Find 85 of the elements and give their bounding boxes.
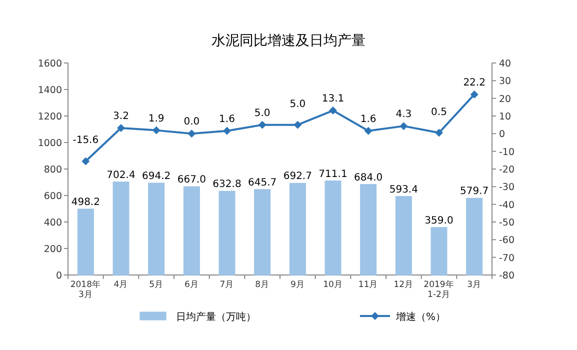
y2-tick-label: -80 (499, 270, 515, 282)
x-tick-label: 9月 (290, 280, 305, 290)
bar (360, 184, 377, 276)
y2-tick-label: 10 (499, 112, 512, 122)
bar (77, 208, 94, 276)
point (152, 126, 160, 134)
point (470, 90, 478, 98)
x-tick-label: 2018年 3月 (70, 279, 101, 300)
data-label: 632.8 (212, 179, 242, 190)
bar (324, 180, 342, 276)
point (364, 126, 372, 135)
x-tick-label: 8月 (255, 280, 270, 290)
x-tick-label: 3月 (467, 280, 482, 290)
x-tick-label: 11月 (358, 280, 378, 290)
data-label: 1.6 (360, 114, 376, 125)
chart-title: 水泥同比增速及日均产量 (212, 33, 366, 49)
y-tick-label: 0 (56, 270, 62, 282)
y2-tick-label: -50 (499, 218, 515, 228)
data-label: 579.7 (460, 186, 489, 198)
bar (395, 196, 412, 276)
y2-tick-label: 40 (499, 58, 512, 70)
bar (430, 227, 448, 276)
point (188, 130, 196, 138)
y-tick-label: 600 (44, 191, 62, 202)
data-label: 13.1 (322, 94, 344, 105)
x-tick-label: 12月 (394, 280, 414, 290)
y-tick-label: 400 (44, 218, 62, 228)
bar (254, 189, 271, 276)
y2-tick-label: -40 (499, 200, 515, 211)
point (82, 157, 90, 166)
data-label: 5.0 (254, 108, 270, 119)
bar (289, 182, 306, 276)
y2-tick-label: -70 (499, 252, 515, 264)
x-tick-label: 7月 (220, 280, 234, 290)
y2-tick-label: 30 (499, 76, 512, 88)
data-label: 0.0 (184, 116, 200, 128)
data-label: 498.2 (71, 196, 100, 208)
data-label: 702.4 (106, 170, 136, 181)
y-tick-label: 800 (44, 164, 62, 176)
bar (112, 182, 130, 276)
legend-label: 日均产量（万吨） (176, 311, 256, 323)
data-label: 1.6 (219, 114, 235, 125)
data-label: 0.5 (431, 106, 447, 118)
data-label: 694.2 (142, 171, 171, 182)
y2-tick-label: -60 (499, 235, 515, 246)
point (117, 124, 125, 132)
point (329, 106, 337, 115)
data-label: 4.3 (396, 109, 412, 120)
x-tick-label: 6月 (184, 280, 199, 290)
point (223, 126, 231, 135)
legend-label: 增速（%） (395, 311, 446, 323)
bar (148, 182, 165, 276)
point (294, 120, 302, 129)
point (258, 120, 266, 129)
point (435, 128, 443, 137)
y2-tick-label: 20 (499, 94, 512, 105)
bar (183, 186, 200, 276)
y-tick-label: 200 (44, 244, 62, 255)
x-tick-label: 2019年 1-2月 (424, 279, 454, 300)
y-tick-label: 1600 (38, 58, 62, 70)
bar (218, 190, 236, 276)
data-label: 3.2 (113, 111, 129, 122)
data-label: 645.7 (248, 177, 277, 188)
y2-tick-label: -30 (499, 182, 515, 194)
data-label: 1.9 (148, 113, 164, 124)
y2-tick-label: -10 (499, 146, 515, 158)
data-label: 22.2 (463, 77, 486, 88)
x-tick-label: 4月 (114, 280, 128, 290)
x-tick-label: 5月 (149, 280, 164, 290)
y2-tick-label: 0 (499, 129, 506, 140)
data-label: 5.0 (290, 98, 306, 110)
data-label: 711.1 (318, 168, 348, 180)
y2-tick-label: -20 (499, 164, 515, 176)
data-label: -15.6 (72, 135, 99, 146)
y-tick-label: 1400 (38, 85, 62, 96)
data-label: 593.4 (389, 184, 418, 196)
x-tick-label: 10月 (323, 280, 343, 290)
y-tick-label: 1000 (38, 138, 62, 149)
data-label: 667.0 (177, 174, 206, 186)
data-label: 692.7 (283, 171, 312, 182)
data-label: 684.0 (354, 172, 383, 184)
y-tick-label: 1200 (38, 112, 62, 122)
data-label: 359.0 (424, 215, 454, 226)
point (400, 122, 408, 130)
bar (466, 198, 483, 276)
